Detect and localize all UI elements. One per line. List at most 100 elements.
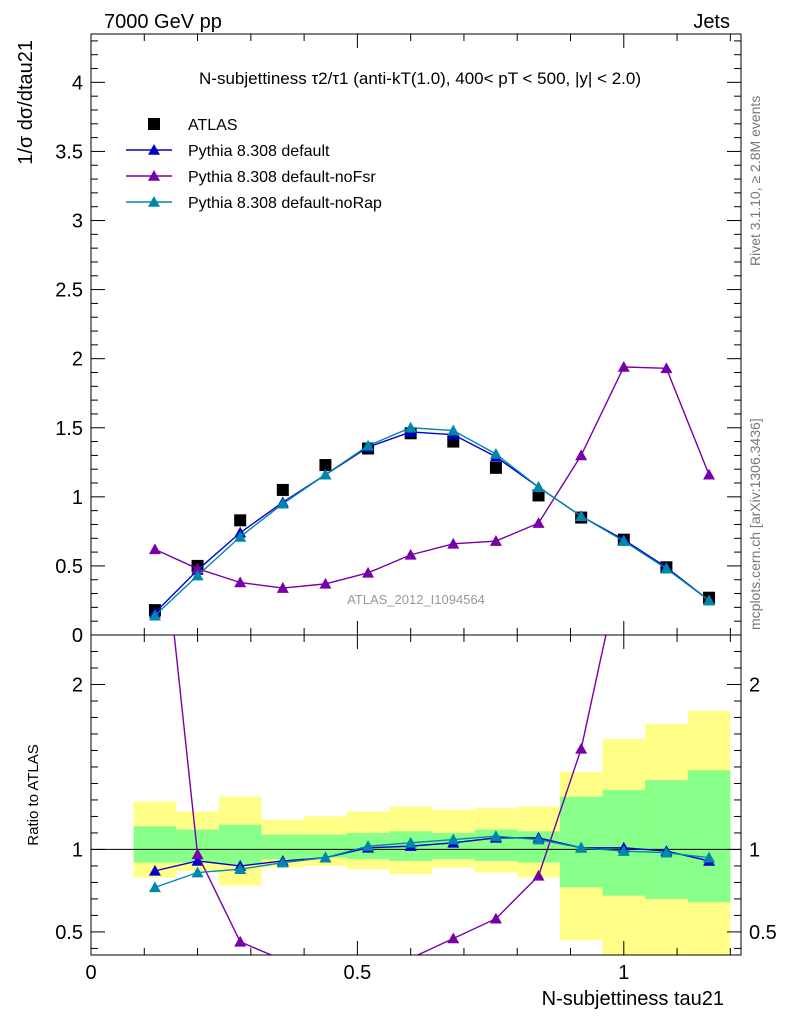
ratio-marker xyxy=(234,863,247,875)
series-marker xyxy=(660,362,673,374)
ratio-line xyxy=(154,837,710,872)
series-marker xyxy=(362,439,375,451)
x-tick-label: 1 xyxy=(618,962,629,984)
atlas-data-point xyxy=(532,489,545,502)
y-tick-label: 3 xyxy=(72,211,83,233)
ratio-marker xyxy=(404,836,417,848)
legend-label: Pythia 8.308 default xyxy=(188,143,330,160)
series-marker xyxy=(532,517,545,528)
ratio-marker xyxy=(234,935,247,947)
atlas-data-point xyxy=(234,514,247,527)
series-marker xyxy=(489,448,502,459)
legend-marker-triangle xyxy=(148,196,160,207)
series-marker xyxy=(404,548,417,560)
y-axis-label: 1/σ dσ/dtau21 xyxy=(15,40,37,165)
ratio-marker xyxy=(532,869,545,881)
series-marker xyxy=(532,481,545,492)
rivet-version-label: Rivet 3.1.10, ≥ 2.8M events xyxy=(747,96,763,266)
ratio-marker xyxy=(489,830,502,842)
series-atlas xyxy=(148,427,716,617)
series-marker xyxy=(617,535,630,546)
ratio-band-inner xyxy=(645,780,688,899)
series-marker xyxy=(489,535,502,546)
ratio-marker xyxy=(319,851,332,863)
ratio-series-pythia-8-308-default-nofsr xyxy=(173,635,607,955)
series-marker xyxy=(191,562,204,574)
series-marker xyxy=(148,609,161,621)
ratio-band-inner xyxy=(218,824,262,865)
y-tick-label: 2 xyxy=(72,349,83,371)
series-marker xyxy=(234,576,247,588)
legend: ATLAS Pythia 8.308 default Pythia 8.308 de… xyxy=(126,117,382,212)
y-tick-label: 3.5 xyxy=(55,141,83,163)
ratio-band-inner xyxy=(687,770,731,903)
series-marker xyxy=(447,424,460,436)
ratio-marker xyxy=(191,854,204,866)
ratio-y-tick-label: 1 xyxy=(72,839,83,861)
y-tick-label: 1 xyxy=(72,487,83,509)
series-marker xyxy=(575,449,588,461)
watermark-label: ATLAS_2012_I1094564 xyxy=(347,592,485,607)
series-marker xyxy=(703,468,716,480)
ratio-y-tick-label: 0.5 xyxy=(55,922,83,944)
y-tick-label: 0 xyxy=(72,625,83,647)
series-line xyxy=(154,366,710,589)
header-energy-label: 7000 GeV pp xyxy=(104,11,222,33)
ratio-marker xyxy=(276,856,289,868)
legend-label: Pythia 8.308 default-noRap xyxy=(188,195,382,212)
series-marker xyxy=(148,543,161,555)
ratio-marker xyxy=(532,833,545,845)
ratio-marker xyxy=(489,912,502,924)
mcplots-label: mcplots.cern.ch [arXiv:1306.3436] xyxy=(747,418,763,630)
ratio-y-tick-label-right: 2 xyxy=(749,674,760,696)
atlas-data-point xyxy=(276,483,289,496)
series-marker xyxy=(660,562,673,574)
ratio-y-tick-label: 2 xyxy=(72,674,83,696)
ratio-marker xyxy=(617,845,630,856)
y-tick-label: 4 xyxy=(72,72,83,94)
series-marker xyxy=(319,468,332,480)
x-tick-label: 0.5 xyxy=(343,962,371,984)
ratio-marker xyxy=(148,881,161,893)
ratio-panel: 0.5 0.51 12 20 0.5 1 Ratio to ATLAS N-subjett… xyxy=(25,634,777,1010)
ratio-marker xyxy=(660,846,673,858)
series-marker xyxy=(404,421,417,433)
ratio-marker xyxy=(191,866,204,878)
series-marker xyxy=(575,510,588,521)
ratio-marker xyxy=(362,840,375,851)
atlas-data-point xyxy=(489,461,502,474)
ratio-marker xyxy=(575,742,588,754)
main-panel: 0 0.5 1 1.5 2 2.5 3 3.5 4 N-subjettiness τ2/τ1 (… xyxy=(15,33,742,647)
x-axis-label: N-subjettiness tau21 xyxy=(542,988,724,1010)
series-line xyxy=(154,427,710,617)
ratio-line xyxy=(173,635,607,955)
ratio-y-axis-label: Ratio to ATLAS xyxy=(25,744,42,845)
ratio-y-tick-label-right: 0.5 xyxy=(749,922,777,944)
series-marker xyxy=(617,360,630,372)
legend-marker-triangle xyxy=(148,144,160,155)
legend-label: Pythia 8.308 default-noFsr xyxy=(188,169,376,186)
x-tick-label: 0 xyxy=(85,962,96,984)
legend-item: Pythia 8.308 default-noRap xyxy=(126,195,382,212)
series-marker xyxy=(276,582,289,593)
series-pythia-8-308-default-nofsr xyxy=(148,360,716,593)
series-marker xyxy=(234,530,247,542)
series-marker xyxy=(447,537,460,549)
ratio-band-inner xyxy=(304,834,347,858)
ratio-marker xyxy=(447,833,460,845)
header-jets-label: Jets xyxy=(693,11,730,33)
y-tick-label: 0.5 xyxy=(55,556,83,578)
legend-item: Pythia 8.308 default xyxy=(126,143,330,160)
ratio-frame xyxy=(90,634,742,956)
ratio-series-pythia-8-308-default-norap xyxy=(148,830,716,893)
legend-marker-triangle xyxy=(148,170,160,181)
ratio-band-inner xyxy=(133,826,177,863)
main-plot-title: N-subjettiness τ2/τ1 (anti-kT(1.0), 400<… xyxy=(199,69,641,88)
series-marker xyxy=(276,497,289,509)
legend-marker-square xyxy=(148,118,160,130)
legend-item: Pythia 8.308 default-noFsr xyxy=(126,169,376,186)
y-tick-label: 2.5 xyxy=(55,280,83,302)
series-marker xyxy=(703,594,716,606)
series-pythia-8-308-default xyxy=(148,425,716,618)
